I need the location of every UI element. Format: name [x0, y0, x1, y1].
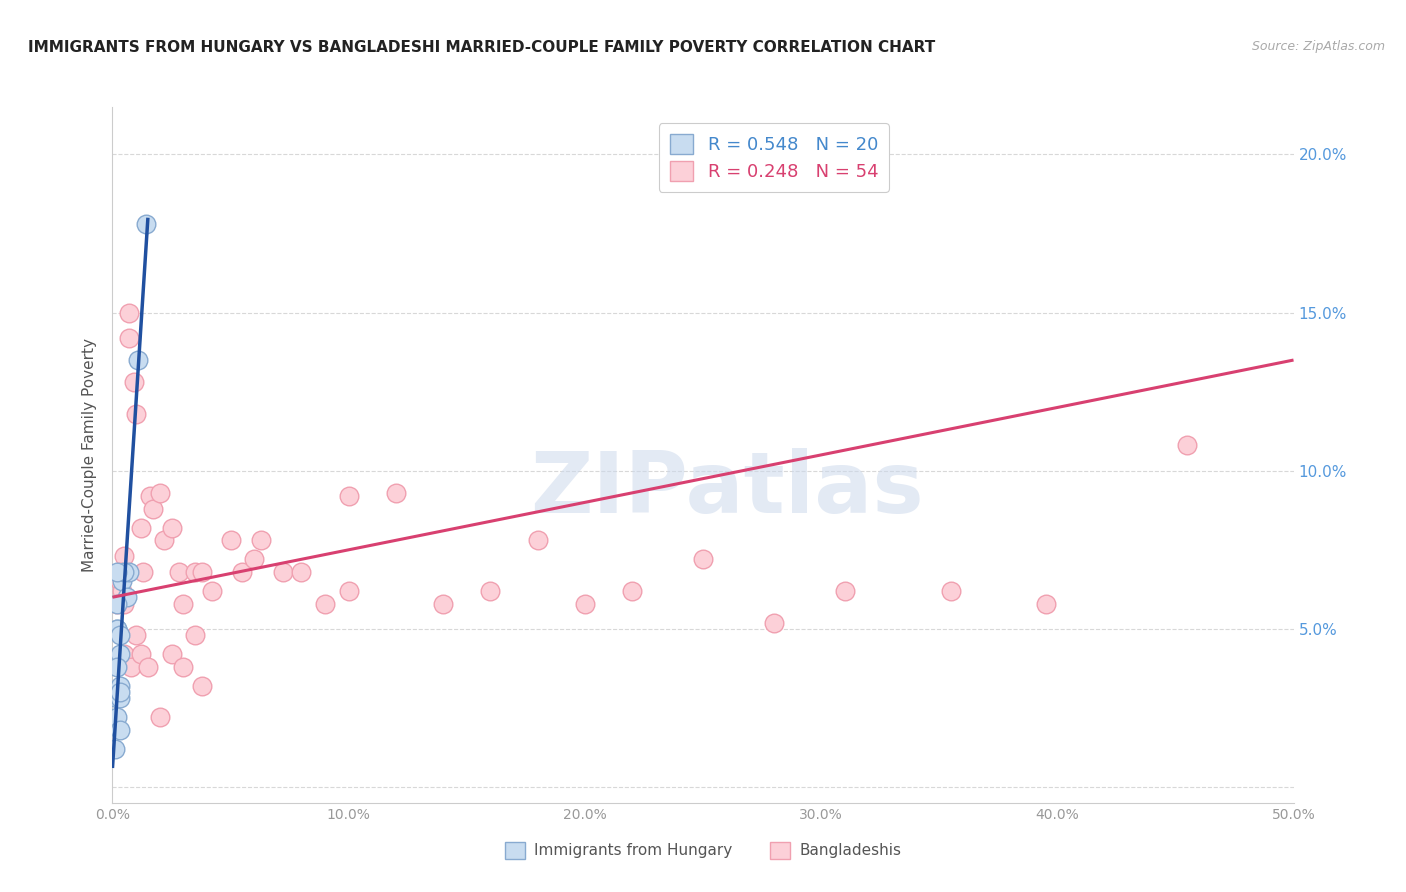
- Point: [112, 565, 135, 579]
- Point: [172, 597, 194, 611]
- Point: [118, 305, 141, 319]
- Text: ZIPatlas: ZIPatlas: [530, 448, 924, 532]
- Point: [108, 679, 131, 693]
- Point: [112, 647, 135, 661]
- Y-axis label: Married-Couple Family Poverty: Married-Couple Family Poverty: [82, 338, 97, 572]
- Point: [129, 647, 152, 661]
- Point: [191, 679, 214, 693]
- Point: [108, 565, 131, 579]
- Point: [108, 685, 131, 699]
- Point: [108, 691, 131, 706]
- Point: [125, 407, 148, 421]
- Point: [574, 597, 596, 611]
- Point: [108, 647, 131, 661]
- Point: [112, 549, 135, 563]
- Point: [184, 565, 207, 579]
- Point: [243, 552, 266, 566]
- Point: [479, 583, 502, 598]
- Point: [105, 691, 128, 706]
- Point: [149, 486, 172, 500]
- Point: [149, 710, 172, 724]
- Point: [111, 565, 134, 579]
- Point: [118, 565, 141, 579]
- Point: [125, 628, 148, 642]
- Point: [337, 583, 360, 598]
- Point: [105, 597, 128, 611]
- Point: [385, 486, 408, 500]
- Point: [153, 533, 176, 548]
- Point: [115, 591, 138, 605]
- Point: [142, 501, 165, 516]
- Point: [104, 742, 127, 756]
- Point: [120, 660, 142, 674]
- Point: [129, 521, 152, 535]
- Point: [139, 489, 162, 503]
- Point: [105, 622, 128, 636]
- Point: [184, 628, 207, 642]
- Point: [219, 533, 242, 548]
- Point: [108, 628, 131, 642]
- Point: [132, 565, 155, 579]
- Point: [111, 574, 134, 589]
- Point: [1035, 597, 1057, 611]
- Point: [191, 565, 214, 579]
- Point: [231, 565, 253, 579]
- Point: [105, 710, 128, 724]
- Point: [105, 565, 128, 579]
- Point: [201, 583, 224, 598]
- Point: [160, 647, 183, 661]
- Point: [136, 660, 159, 674]
- Point: [167, 565, 190, 579]
- Point: [762, 615, 785, 630]
- Point: [314, 597, 336, 611]
- Point: [135, 217, 157, 231]
- Point: [939, 583, 962, 598]
- Point: [105, 597, 128, 611]
- Point: [526, 533, 548, 548]
- Point: [105, 660, 128, 674]
- Point: [290, 565, 312, 579]
- Point: [834, 583, 856, 598]
- Text: Source: ZipAtlas.com: Source: ZipAtlas.com: [1251, 40, 1385, 54]
- Point: [621, 583, 644, 598]
- Legend: Immigrants from Hungary, Bangladeshis: Immigrants from Hungary, Bangladeshis: [499, 836, 907, 864]
- Point: [122, 375, 145, 389]
- Point: [111, 583, 134, 598]
- Point: [250, 533, 273, 548]
- Point: [1175, 438, 1198, 452]
- Point: [127, 353, 149, 368]
- Point: [271, 565, 294, 579]
- Point: [108, 574, 131, 589]
- Point: [112, 597, 135, 611]
- Point: [172, 660, 194, 674]
- Point: [105, 622, 128, 636]
- Text: IMMIGRANTS FROM HUNGARY VS BANGLADESHI MARRIED-COUPLE FAMILY POVERTY CORRELATION: IMMIGRANTS FROM HUNGARY VS BANGLADESHI M…: [28, 40, 935, 55]
- Point: [160, 521, 183, 535]
- Point: [692, 552, 714, 566]
- Point: [432, 597, 454, 611]
- Point: [118, 331, 141, 345]
- Point: [337, 489, 360, 503]
- Point: [108, 723, 131, 737]
